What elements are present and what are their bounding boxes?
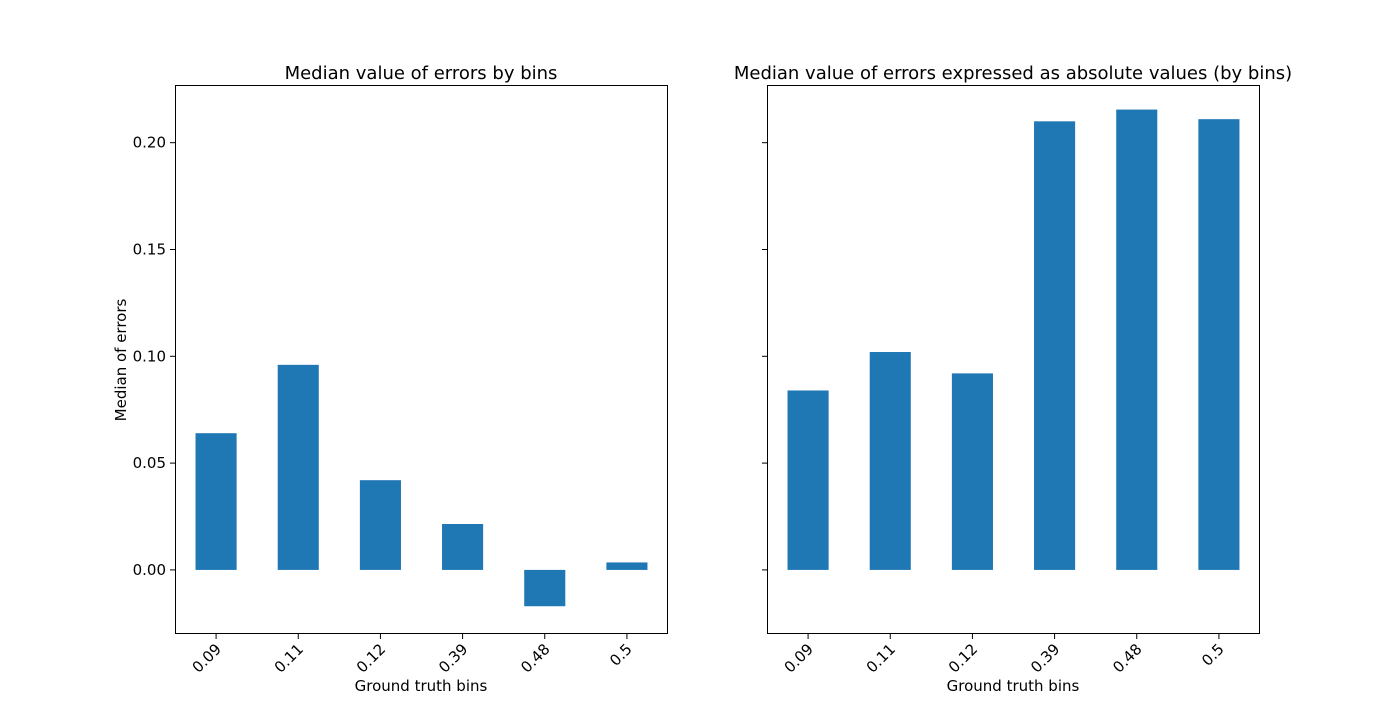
- chart-right-bar-0.5: [1198, 119, 1240, 570]
- chart-left-ytick-label: 0.00: [133, 561, 166, 579]
- chart-right-title: Median value of errors expressed as abso…: [734, 63, 1292, 84]
- chart-left-ytick-label: 0.20: [133, 134, 166, 152]
- chart-left-xlabel: Ground truth bins: [355, 677, 488, 695]
- chart-right-bar-0.12: [951, 373, 993, 570]
- chart-left-bar-0.48: [524, 569, 566, 607]
- chart-right-bar-0.11: [869, 352, 911, 570]
- chart-left-bar-0.39: [442, 523, 484, 570]
- chart-left-ylabel: Median of errors: [112, 298, 130, 421]
- chart-right-bar-0.09: [787, 390, 829, 570]
- chart-right-bar-0.39: [1034, 121, 1076, 570]
- chart-right-yaxis: [762, 142, 767, 571]
- chart-left-bar-0.5: [606, 562, 648, 570]
- chart-left-ytick-label: 0.10: [133, 347, 166, 365]
- chart-left-bar-0.09: [195, 433, 237, 570]
- chart-right-xlabel: Ground truth bins: [947, 677, 1080, 695]
- chart-left-title: Median value of errors by bins: [285, 63, 558, 84]
- chart-left-bars: [195, 364, 648, 607]
- chart-right-frame: [767, 85, 1260, 634]
- chart-right-bars: [787, 109, 1240, 570]
- chart-left-frame: [175, 85, 668, 634]
- chart-left-bar-0.11: [277, 364, 319, 570]
- chart-right-bar-0.48: [1116, 109, 1158, 570]
- chart-left-ytick-label: 0.15: [133, 240, 166, 258]
- chart-left-bar-0.12: [359, 480, 401, 570]
- chart-left-ytick-label: 0.05: [133, 454, 166, 472]
- chart-right: Median value of errors expressed as abso…: [734, 63, 1292, 695]
- chart-left-yaxis: 0.00 0.05 0.10 0.15 0.20: [133, 134, 175, 579]
